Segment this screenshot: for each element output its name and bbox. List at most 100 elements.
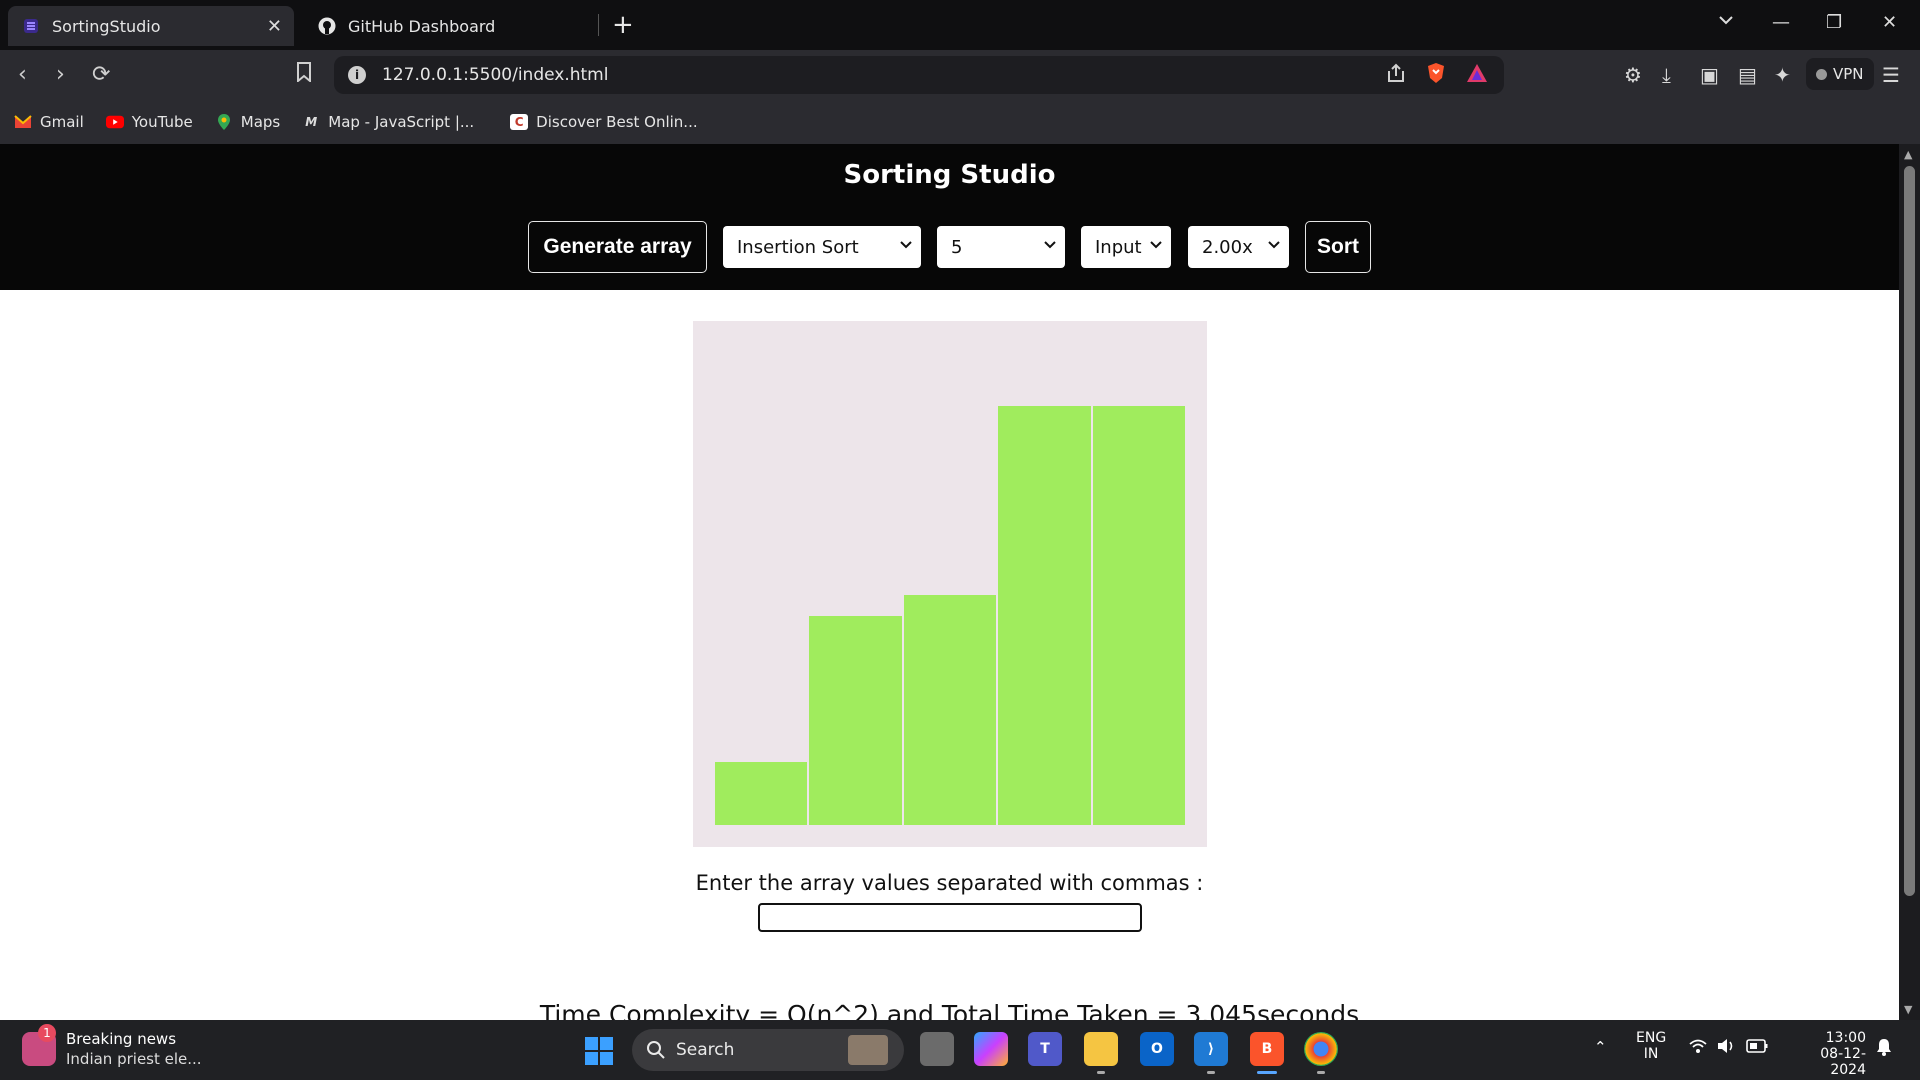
array-input-prompt: Enter the array values separated with co…	[695, 871, 1204, 895]
new-tab-plus-icon[interactable]: +	[612, 10, 634, 40]
maps-icon	[215, 114, 233, 130]
bookmark-maps[interactable]: Maps	[215, 113, 280, 131]
bookmark-label: Map - JavaScript |...	[328, 113, 475, 131]
array-size-value: 5	[951, 236, 963, 258]
wallet-icon[interactable]: ▤	[1738, 63, 1757, 87]
bookmark-gmail[interactable]: Gmail	[14, 113, 84, 131]
mdn-icon: M	[305, 115, 318, 129]
bookmarks-bar: Gmail YouTube Maps M Map - JavaScript |.…	[0, 100, 1920, 144]
tab-title: SortingStudio	[52, 16, 161, 36]
language-indicator[interactable]: ENG IN	[1636, 1030, 1666, 1062]
copilot-icon[interactable]	[974, 1032, 1008, 1066]
search-icon	[647, 1041, 665, 1059]
tray-overflow-icon[interactable]: ⌃	[1594, 1038, 1607, 1056]
sidebar-icon[interactable]: ▣	[1700, 63, 1719, 87]
forward-icon[interactable]: ›	[56, 62, 65, 87]
sort-button[interactable]: Sort	[1305, 221, 1371, 273]
bookmark-label: Gmail	[40, 113, 84, 131]
tab-search-chevron-icon[interactable]	[1718, 12, 1734, 33]
battery-icon[interactable]	[1746, 1039, 1768, 1057]
restore-icon[interactable]: ❐	[1826, 12, 1843, 33]
array-values-input[interactable]	[758, 903, 1142, 932]
brave-rewards-icon[interactable]	[1466, 63, 1488, 87]
array-bar	[903, 594, 997, 825]
brave-shield-icon[interactable]	[1426, 62, 1446, 88]
page-scrollbar[interactable]: ▲ ▼	[1899, 144, 1920, 1020]
scroll-up-icon[interactable]: ▲	[1904, 148, 1913, 161]
generate-array-button[interactable]: Generate array	[528, 221, 707, 273]
back-icon[interactable]: ‹	[18, 62, 27, 87]
chrome-icon[interactable]	[1304, 1032, 1338, 1074]
site-icon: C	[510, 114, 529, 130]
page-title: Sorting Studio	[843, 160, 1056, 190]
teams-icon[interactable]: T	[1028, 1032, 1062, 1066]
scrollbar-thumb[interactable]	[1904, 166, 1915, 896]
bookmark-youtube[interactable]: YouTube	[105, 113, 193, 131]
array-size-select[interactable]: 5	[937, 226, 1065, 268]
vpn-button[interactable]: VPN	[1806, 58, 1874, 90]
share-icon[interactable]	[1386, 63, 1406, 87]
array-bar	[998, 406, 1091, 825]
news-subtitle: Indian priest ele...	[66, 1050, 202, 1068]
leo-ai-icon[interactable]: ✦	[1774, 63, 1791, 87]
windows-start-icon[interactable]	[584, 1036, 614, 1066]
clock[interactable]: 13:00 08-12-2024	[1786, 1030, 1866, 1078]
page-viewport: Sorting Studio Generate array Insertion …	[0, 144, 1899, 1020]
menu-icon[interactable]: ☰	[1882, 63, 1900, 87]
vpn-status-icon	[1816, 68, 1827, 80]
tab-github-dashboard[interactable]: GitHub Dashboard	[304, 6, 594, 46]
array-bar	[809, 615, 902, 825]
chevron-down-icon	[1268, 241, 1280, 249]
tab-separator	[598, 14, 599, 36]
address-bar-actions	[1386, 62, 1488, 88]
search-highlight-icon	[848, 1035, 888, 1065]
news-widget-icon: 1	[22, 1024, 56, 1066]
browser-toolbar: ‹ › ⟳ i 127.0.0.1:5500/index.html ⚙ ⤓ ▣ …	[0, 50, 1920, 100]
gmail-icon	[14, 114, 32, 130]
chevron-down-icon	[1150, 241, 1162, 249]
extensions-icon[interactable]: ⚙	[1624, 63, 1642, 87]
bookmark-mdn[interactable]: M Map - JavaScript |...	[302, 113, 474, 131]
file-explorer-icon[interactable]	[1084, 1032, 1118, 1074]
address-bar[interactable]: i 127.0.0.1:5500/index.html	[334, 56, 1504, 94]
minimize-icon[interactable]: —	[1772, 12, 1790, 33]
outlook-icon[interactable]: O	[1140, 1032, 1174, 1066]
array-visualizer	[693, 321, 1207, 847]
clock-time: 13:00	[1825, 1030, 1866, 1046]
speed-select[interactable]: 2.00x	[1188, 226, 1289, 268]
tab-title: GitHub Dashboard	[348, 16, 496, 36]
address-text[interactable]: 127.0.0.1:5500/index.html	[382, 65, 609, 85]
tab-sortingstudio[interactable]: SortingStudio ✕	[8, 6, 294, 46]
array-bar	[715, 762, 808, 825]
downloads-icon[interactable]: ⤓	[1662, 63, 1671, 87]
wifi-icon[interactable]	[1688, 1037, 1708, 1059]
algorithm-select-value: Insertion Sort	[737, 236, 859, 258]
vscode-icon[interactable]: ⟩	[1194, 1032, 1228, 1074]
task-view-icon[interactable]	[920, 1032, 954, 1066]
news-badge: 1	[38, 1024, 56, 1042]
youtube-icon	[105, 114, 124, 130]
chevron-down-icon	[1044, 241, 1056, 249]
taskbar-search[interactable]: Search	[632, 1029, 904, 1071]
vpn-label: VPN	[1833, 65, 1864, 83]
brave-browser-icon[interactable]: B	[1250, 1032, 1284, 1074]
scroll-down-icon[interactable]: ▼	[1904, 1003, 1913, 1016]
news-widget[interactable]: 1 Breaking news Indian priest ele...	[22, 1024, 202, 1068]
close-tab-icon[interactable]: ✕	[266, 15, 282, 37]
bookmark-icon[interactable]	[296, 62, 312, 88]
speed-value: 2.00x	[1202, 236, 1253, 258]
input-mode-select[interactable]: Input	[1081, 226, 1171, 268]
volume-icon[interactable]	[1716, 1037, 1736, 1059]
clock-date: 08-12-2024	[1820, 1046, 1866, 1078]
windows-taskbar: 1 Breaking news Indian priest ele... Sea…	[0, 1020, 1920, 1080]
notification-bell-icon[interactable]	[1876, 1038, 1892, 1060]
reload-icon[interactable]: ⟳	[92, 62, 111, 87]
site-info-icon[interactable]: i	[348, 66, 366, 84]
app-favicon-icon	[22, 17, 40, 35]
close-window-icon[interactable]: ✕	[1882, 12, 1898, 33]
bookmark-label: Discover Best Onlin...	[536, 113, 698, 131]
algorithm-select[interactable]: Insertion Sort	[723, 226, 921, 268]
bookmark-discover[interactable]: C Discover Best Onlin...	[510, 113, 698, 131]
app-header: Sorting Studio Generate array Insertion …	[0, 144, 1899, 290]
github-icon	[318, 17, 336, 35]
